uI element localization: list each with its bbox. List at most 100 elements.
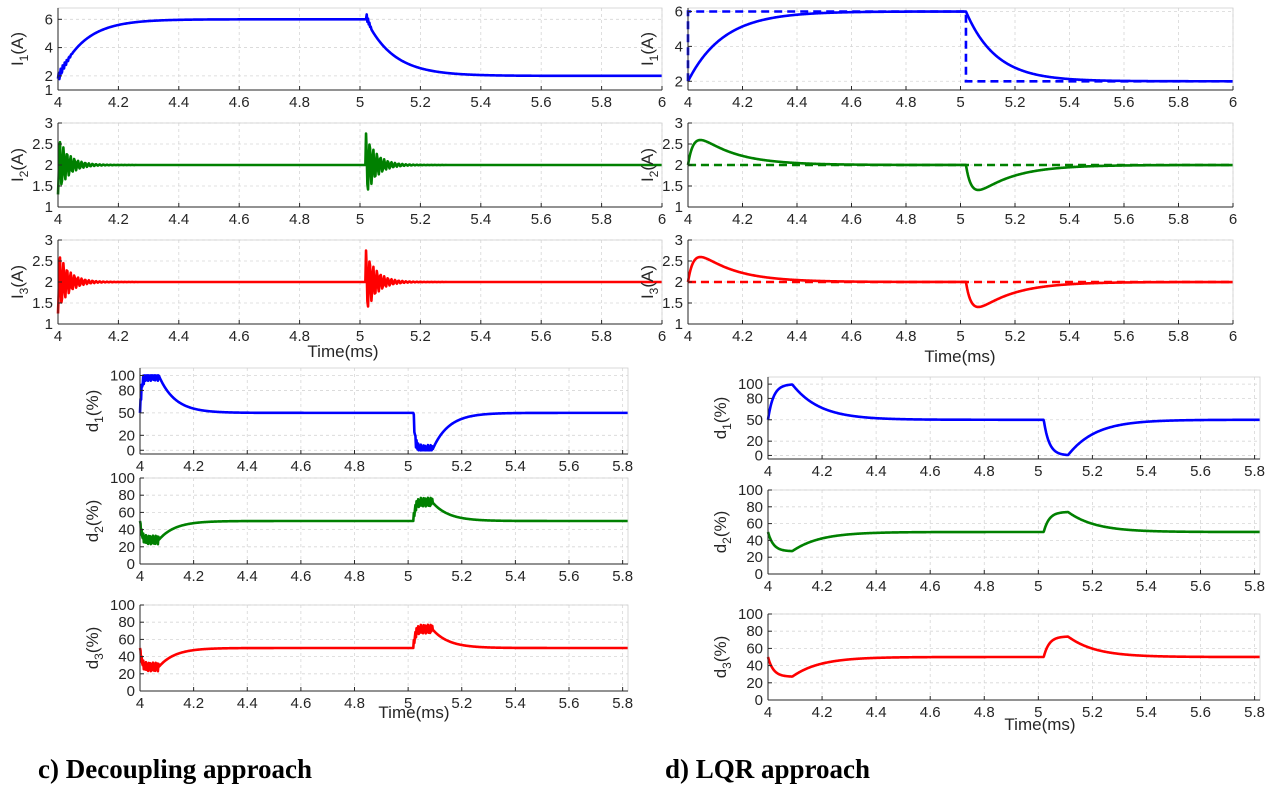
y-axis-label-c-I3: I3(A) — [8, 265, 31, 299]
series-line-d-I2-0 — [686, 138, 1234, 192]
x-tick-label: 4.8 — [896, 94, 917, 111]
x-tick-label: 5.6 — [1114, 211, 1135, 228]
x-tick-label: 4 — [684, 211, 692, 228]
x-tick-label: 5.4 — [470, 211, 491, 228]
x-tick-label: 6 — [1229, 328, 1237, 345]
caption-lqr: d) LQR approach — [665, 754, 871, 784]
x-tick-label: 4.8 — [896, 328, 917, 345]
x-tick-label: 5.2 — [451, 568, 472, 585]
x-tick-label: 4 — [684, 94, 692, 111]
x-tick-label: 4.2 — [732, 94, 753, 111]
x-tick-label: 4.4 — [866, 578, 887, 595]
y-tick-label: 0 — [127, 683, 135, 700]
x-tick-label: 5.8 — [612, 695, 633, 712]
y-tick-label: 4 — [675, 38, 683, 55]
y-tick-label: 1 — [675, 316, 683, 333]
y-tick-label: 2.5 — [662, 253, 683, 270]
x-tick-label: 4.2 — [108, 94, 129, 111]
x-tick-label: 5.6 — [1190, 704, 1211, 721]
series-line-d-d3-0 — [766, 635, 1261, 678]
y-tick-label: 1.5 — [32, 178, 53, 195]
x-tick-label: 4.2 — [812, 463, 833, 480]
y-axis-label-d-d2: d2(%) — [711, 511, 734, 554]
x-tick-label: 4 — [764, 463, 772, 480]
x-tick-label: 5.2 — [1005, 211, 1026, 228]
x-tick-label: 5.4 — [505, 568, 526, 585]
y-tick-label: 20 — [746, 433, 763, 450]
x-tick-label: 6 — [1229, 94, 1237, 111]
x-tick-label: 5.2 — [1005, 94, 1026, 111]
x-tick-label: 4.8 — [289, 211, 310, 228]
x-tick-label: 4 — [136, 695, 144, 712]
x-tick-label: 5.6 — [1190, 578, 1211, 595]
x-tick-label: 5.6 — [531, 328, 552, 345]
x-tick-label: 5.4 — [1136, 463, 1157, 480]
x-tick-label: 5.2 — [1005, 328, 1026, 345]
x-tick-label: 5.8 — [1168, 328, 1189, 345]
x-tick-label: 4.6 — [229, 211, 250, 228]
x-tick-label: 4.6 — [229, 94, 250, 111]
y-tick-label: 2 — [45, 68, 53, 85]
x-tick-label: 4.8 — [974, 704, 995, 721]
x-tick-label: 5.2 — [1082, 578, 1103, 595]
x-tick-label: 4.4 — [168, 211, 189, 228]
x-tick-label: 5.4 — [470, 94, 491, 111]
y-tick-label: 20 — [746, 675, 763, 692]
x-tick-label: 4.4 — [787, 328, 808, 345]
x-tick-label: 5.8 — [612, 568, 633, 585]
series-line-c-I2-0 — [56, 132, 663, 195]
x-tick-label: 4.2 — [183, 458, 204, 475]
x-tick-label: 4.4 — [168, 94, 189, 111]
panel-c-d2: 4 4.2 4.4 4.6 4.8 5 5.2 5.4 5.6 5.8 020406080100d2… — [83, 470, 633, 585]
x-tick-label: 5.6 — [531, 94, 552, 111]
x-tick-label: 4 — [54, 211, 62, 228]
y-tick-label: 1 — [675, 199, 683, 216]
y-tick-label: 1.5 — [662, 295, 683, 312]
y-tick-label: 6 — [45, 11, 53, 28]
x-tick-label: 6 — [658, 328, 666, 345]
axes-box — [767, 376, 1261, 460]
y-tick-label: 2.5 — [662, 136, 683, 153]
x-tick-label: 5 — [356, 328, 364, 345]
x-tick-label: 5.6 — [559, 568, 580, 585]
x-tick-label: 4 — [136, 458, 144, 475]
y-tick-label: 2.5 — [32, 253, 53, 270]
y-tick-label: 20 — [746, 549, 763, 566]
x-tick-label: 5.4 — [505, 458, 526, 475]
x-tick-label: 6 — [1229, 211, 1237, 228]
y-tick-label: 2 — [675, 274, 683, 291]
y-axis-label-c-I2: I2(A) — [8, 148, 31, 182]
x-tick-label: 5.6 — [531, 211, 552, 228]
y-tick-label: 40 — [746, 658, 763, 675]
x-tick-label: 4.4 — [237, 568, 258, 585]
x-tick-label: 5 — [404, 695, 412, 712]
series-line-d-I1-0 — [686, 10, 1234, 83]
y-tick-label: 2 — [45, 274, 53, 291]
x-tick-label: 5.8 — [1244, 463, 1265, 480]
x-tick-label: 4.2 — [732, 211, 753, 228]
y-tick-label: 60 — [118, 504, 135, 521]
x-tick-label: 4.6 — [290, 695, 311, 712]
y-tick-label: 1 — [45, 82, 53, 99]
x-tick-label: 5.6 — [1114, 94, 1135, 111]
y-tick-label: 60 — [118, 631, 135, 648]
y-tick-label: 20 — [118, 427, 135, 444]
x-tick-label: 5.8 — [1168, 94, 1189, 111]
panel-c-I3: 4 4.2 4.4 4.6 4.8 5 5.2 5.4 5.6 5.8 6 1 1.5 2 2.5 3 I3(A… — [8, 232, 666, 361]
x-axis-label-d-d3: Time(ms) — [1004, 715, 1075, 734]
y-tick-label: 0 — [755, 566, 763, 583]
x-tick-label: 4 — [136, 568, 144, 585]
y-tick-label: 100 — [738, 376, 763, 393]
y-axis-label-d-I3: I3(A) — [638, 265, 661, 299]
x-tick-label: 5.4 — [1059, 328, 1080, 345]
y-axis-label-c-I1: I1(A) — [8, 32, 31, 66]
x-tick-label: 5.4 — [1136, 704, 1157, 721]
panel-d-d1: 4 4.2 4.4 4.6 4.8 5 5.2 5.4 5.6 5.8 020 50 80100d1(%… — [711, 376, 1265, 480]
y-tick-label: 0 — [127, 556, 135, 573]
x-tick-label: 5 — [956, 94, 964, 111]
x-tick-label: 5.6 — [1114, 328, 1135, 345]
x-tick-label: 5.4 — [505, 695, 526, 712]
x-tick-label: 4.2 — [108, 328, 129, 345]
y-tick-label: 0 — [127, 442, 135, 459]
panel-c-d1: 4 4.2 4.4 4.6 4.8 5 5.2 5.4 5.6 5.8 020 50 80100d1(%… — [83, 367, 633, 475]
